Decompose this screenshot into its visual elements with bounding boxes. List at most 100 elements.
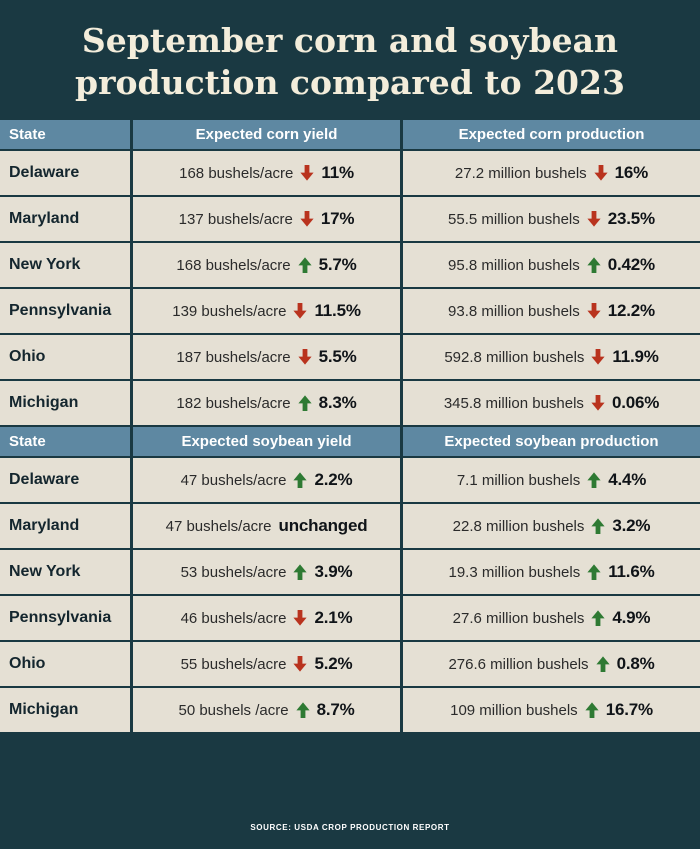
trend-up-icon [587,472,601,488]
production-value: 27.2 million bushels [454,164,587,182]
trend-down-icon [591,395,605,411]
production-value: 27.6 million bushels [452,609,585,627]
production-change: 0.42% [607,255,655,274]
yield-change: unchanged [278,516,368,535]
production-change: 16% [614,163,649,182]
state-label: Delaware [9,471,80,488]
yield-cell: 53 bushels/acre 3.9% [130,550,400,594]
yield-cell: 187 bushels/acre 5.5% [130,335,400,379]
table-row: Delaware 47 bushels/acre 2.2% 7.1 millio… [0,458,700,504]
soybean-production-header: Expected soybean production [400,427,700,456]
corn-header-band: State Expected corn yield Expected corn … [0,120,700,151]
yield-change: 5.2% [314,654,353,673]
production-value: 345.8 million bushels [443,394,584,412]
yield-change: 5.7% [318,255,357,274]
trend-up-icon [585,702,599,718]
production-change: 3.2% [612,516,651,535]
production-cell: 27.2 million bushels 16% [400,151,700,195]
yield-value: 139 bushels/acre [172,302,287,320]
production-cell: 22.8 million bushels 3.2% [400,504,700,548]
yield-value: 53 bushels/acre [180,563,287,581]
yield-change: 8.7% [316,700,355,719]
table-row: Michigan 182 bushels/acre 8.3% 345.8 mil… [0,381,700,427]
production-cell: 93.8 million bushels 12.2% [400,289,700,333]
production-change: 11.9% [612,347,659,366]
yield-change: 3.9% [314,562,353,581]
table-row: Pennsylvania 46 bushels/acre 2.1% 27.6 m… [0,596,700,642]
yield-cell: 168 bushels/acre 5.7% [130,243,400,287]
trend-down-icon [293,656,308,672]
trend-down-icon [587,303,601,319]
production-value: 55.5 million bushels [448,210,580,228]
production-change: 0.06% [611,393,660,412]
state-label: New York [9,256,81,273]
trend-down-icon [587,211,601,227]
table-row: Maryland 47 bushels/acre unchanged 22.8 … [0,504,700,550]
table-row: Michigan 50 bushels /acre 8.7% 109 milli… [0,688,700,734]
page-title: September corn and soybean production co… [75,20,625,103]
yield-value: 47 bushels/acre [165,517,272,535]
page-title-line2: production compared to 2023 [75,63,625,102]
trend-down-icon [293,303,308,319]
trend-up-icon [298,257,312,273]
yield-value: 46 bushels/acre [180,609,287,627]
state-label: New York [9,563,81,580]
yield-change: 2.1% [314,608,353,627]
soybean-state-header: State [9,433,46,450]
yield-change: 8.3% [318,393,357,412]
state-label: Michigan [9,394,79,411]
page-title-line1: September corn and soybean [81,21,619,61]
yield-change: 17% [320,209,355,228]
yield-value: 182 bushels/acre [176,394,291,412]
footer: SOURCE: USDA CROP PRODUCTION REPORT [0,817,700,835]
yield-value: 168 bushels/acre [179,164,294,182]
trend-up-icon [591,610,605,626]
soybean-header-band: State Expected soybean yield Expected so… [0,427,700,458]
source-note: SOURCE: USDA CROP PRODUCTION REPORT [250,823,450,832]
yield-change: 5.5% [318,347,357,366]
production-change: 0.8% [616,654,655,673]
corn-state-header: State [9,126,46,143]
table-row: Ohio 55 bushels/acre 5.2% 276.6 million … [0,642,700,688]
yield-cell: 168 bushels/acre 11% [130,151,400,195]
production-value: 276.6 million bushels [448,655,589,673]
yield-change: 11% [321,163,354,182]
trend-down-icon [300,165,314,181]
yield-change: 2.2% [314,470,353,489]
trend-up-icon [595,656,610,672]
production-cell: 95.8 million bushels 0.42% [400,243,700,287]
trend-down-icon [300,211,314,227]
title-area: September corn and soybean production co… [0,0,700,120]
production-cell: 55.5 million bushels 23.5% [400,197,700,241]
yield-value: 50 bushels /acre [178,701,289,719]
yield-value: 168 bushels/acre [176,256,291,274]
production-change: 4.9% [612,608,651,627]
yield-value: 47 bushels/acre [180,471,287,489]
corn-yield-header: Expected corn yield [130,120,400,149]
production-cell: 27.6 million bushels 4.9% [400,596,700,640]
production-cell: 276.6 million bushels 0.8% [400,642,700,686]
state-label: Michigan [9,701,79,718]
trend-down-icon [594,165,608,181]
soybean-yield-header: Expected soybean yield [130,427,400,456]
production-cell: 592.8 million bushels 11.9% [400,335,700,379]
trend-up-icon [293,564,308,580]
state-label: Ohio [9,655,46,672]
yield-cell: 50 bushels /acre 8.7% [130,688,400,732]
trend-up-icon [591,518,605,534]
production-value: 109 million bushels [450,701,578,719]
state-label: Delaware [9,164,80,181]
yield-value: 55 bushels/acre [180,655,287,673]
trend-up-icon [587,257,601,273]
state-label: Pennsylvania [9,609,112,626]
table-row: Ohio 187 bushels/acre 5.5% 592.8 million… [0,335,700,381]
yield-cell: 46 bushels/acre 2.1% [130,596,400,640]
state-label: Maryland [9,517,80,534]
production-change: 16.7% [605,700,653,719]
yield-cell: 139 bushels/acre 11.5% [130,289,400,333]
table-row: Maryland 137 bushels/acre 17% 55.5 milli… [0,197,700,243]
production-change: 4.4% [608,470,647,489]
yield-cell: 55 bushels/acre 5.2% [130,642,400,686]
trend-down-icon [293,610,308,626]
